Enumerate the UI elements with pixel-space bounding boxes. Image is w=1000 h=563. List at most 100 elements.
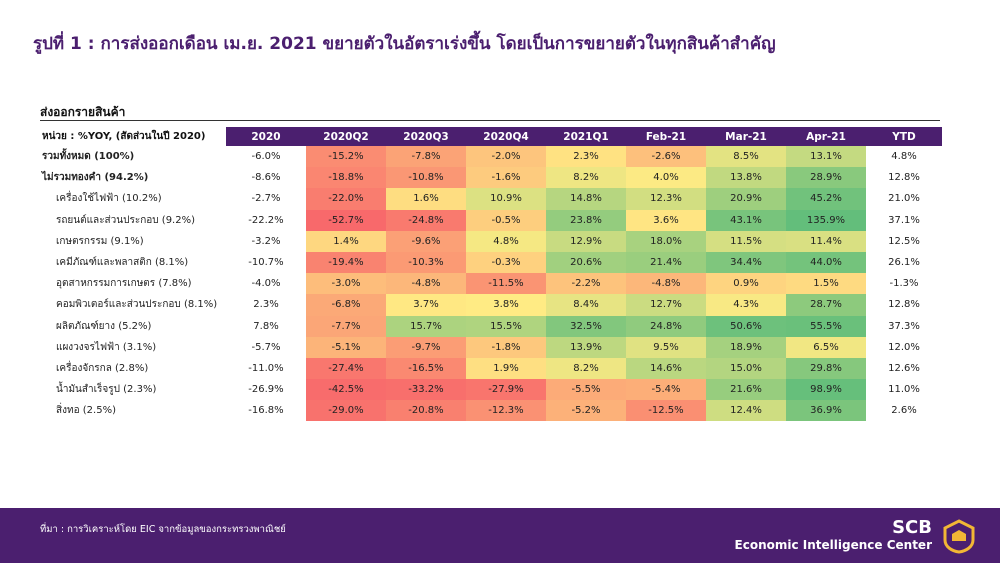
table-cell: 4.8% <box>466 230 546 252</box>
table-cell: 12.3% <box>626 188 706 210</box>
table-cell: 9.5% <box>626 336 706 358</box>
table-cell: 18.9% <box>706 336 786 358</box>
table-body: รวมทั้งหมด (100%) -6.0% -15.2% -7.8% -2.0% 2.… <box>40 146 942 422</box>
table-row: ผลิตภัณฑ์ยาง (5.2%) 7.8% -7.7% 15.7% 15.5% 32… <box>40 315 942 337</box>
table-cell: -26.9% <box>226 379 306 401</box>
table-cell: 4.3% <box>706 294 786 316</box>
table-cell: 98.9% <box>786 379 866 401</box>
table-row: อุตสาหกรรมการเกษตร (7.8%) -4.0% -3.0% -4.8%… <box>40 273 942 295</box>
row-label: รวมทั้งหมด (100%) <box>42 151 135 163</box>
table-cell: 135.9% <box>786 209 866 231</box>
table-row: ไม่รวมทองคำ (94.2%) -8.6% -18.8% -10.8% -1.6… <box>40 167 942 189</box>
column-header: 2020 <box>226 127 306 146</box>
table-cell: 50.6% <box>706 315 786 337</box>
table-cell: 43.1% <box>706 209 786 231</box>
table-row: น้ำมันสำเร็จรูป (2.3%) -26.9% -42.5% -33.2%… <box>40 379 942 401</box>
table-cell: 1.4% <box>306 230 386 252</box>
table-cell: 1.6% <box>386 188 466 210</box>
column-header: YTD <box>866 127 942 146</box>
table-cell: 21.6% <box>706 379 786 401</box>
table-cell: -5.1% <box>306 336 386 358</box>
table-cell: -16.8% <box>226 400 306 422</box>
table-cell: -7.7% <box>306 315 386 337</box>
table-cell: 12.4% <box>706 400 786 422</box>
table-cell: 20.6% <box>546 251 626 274</box>
table-cell: 12.6% <box>866 357 942 380</box>
table-cell: -0.3% <box>466 251 546 274</box>
table-cell: -33.2% <box>386 379 466 401</box>
table-cell: 12.0% <box>866 336 942 358</box>
table-cell: 36.9% <box>786 400 866 422</box>
table-cell: -29.0% <box>306 400 386 422</box>
table-cell: 8.5% <box>706 146 786 168</box>
table-cell: -20.8% <box>386 400 466 422</box>
table-cell: -4.8% <box>386 273 466 295</box>
table-header-row: หน่วย : %YOY, (สัดส่วนในปี 2020) 2020 20… <box>40 127 942 146</box>
table-cell: -16.5% <box>386 357 466 380</box>
table-cell: -2.7% <box>226 188 306 210</box>
row-label: เครื่องใช้ไฟฟ้า (10.2%) <box>56 193 162 205</box>
row-label: เครื่องจักรกล (2.8%) <box>56 362 149 374</box>
table-cell: -8.6% <box>226 167 306 189</box>
table-cell: -1.8% <box>466 336 546 358</box>
table-cell: 8.2% <box>546 357 626 380</box>
table-cell: -12.3% <box>466 400 546 422</box>
table-cell: -5.7% <box>226 336 306 358</box>
row-label: อุตสาหกรรมการเกษตร (7.8%) <box>56 278 192 290</box>
table-cell: -19.4% <box>306 251 386 274</box>
table-cell: 13.8% <box>706 167 786 189</box>
table-cell: 29.8% <box>786 357 866 380</box>
table-cell: -22.2% <box>226 209 306 231</box>
table-cell: -42.5% <box>306 379 386 401</box>
table-cell: 37.3% <box>866 315 942 337</box>
row-label: น้ำมันสำเร็จรูป (2.3%) <box>56 384 157 396</box>
table-cell: 28.9% <box>786 167 866 189</box>
column-header: 2020Q2 <box>306 127 386 146</box>
column-header: Feb-21 <box>626 127 706 146</box>
page-title: รูปที่ 1 : การส่งออกเดือน เม.ย. 2021 ขยา… <box>33 34 776 54</box>
table-cell: 3.7% <box>386 294 466 316</box>
table-cell: -15.2% <box>306 146 386 168</box>
table-cell: 15.0% <box>706 357 786 380</box>
table-cell: -4.0% <box>226 273 306 295</box>
table-cell: 13.1% <box>786 146 866 168</box>
table-cell: 34.4% <box>706 251 786 274</box>
table-cell: 8.2% <box>546 167 626 189</box>
brand-name: SCB <box>892 517 932 538</box>
table-cell: 0.9% <box>706 273 786 295</box>
table-cell: -12.5% <box>626 400 706 422</box>
table-cell: -2.2% <box>546 273 626 295</box>
source-note: ที่มา : การวิเคราะห์โดย EIC จากข้อมูลของ… <box>40 524 286 535</box>
row-label: เกษตรกรรม (9.1%) <box>56 235 144 247</box>
table-cell: 12.5% <box>866 230 942 252</box>
table-cell: 28.7% <box>786 294 866 316</box>
table-cell: -7.8% <box>386 146 466 168</box>
table-cell: 2.3% <box>546 146 626 168</box>
table-cell: 45.2% <box>786 188 866 210</box>
table-cell: 11.4% <box>786 230 866 252</box>
table-cell: 26.1% <box>866 251 942 274</box>
table-cell: -5.5% <box>546 379 626 401</box>
table-cell: 1.5% <box>786 273 866 295</box>
row-label: ผลิตภัณฑ์ยาง (5.2%) <box>56 320 152 332</box>
table-subtitle: ส่งออกรายสินค้า <box>40 105 126 119</box>
table-cell: 15.5% <box>466 315 546 337</box>
table-cell: 15.7% <box>386 315 466 337</box>
table-row: แผงวงจรไฟฟ้า (3.1%) -5.7% -5.1% -9.7% -1.8% 1… <box>40 336 942 358</box>
table-cell: 44.0% <box>786 251 866 274</box>
table-cell: -27.4% <box>306 357 386 380</box>
title-divider <box>40 120 940 121</box>
unit-name: Economic Intelligence Center <box>734 538 932 552</box>
row-label: ไม่รวมทองคำ (94.2%) <box>42 172 149 184</box>
table-row: เครื่องจักรกล (2.8%) -11.0% -27.4% -16.5% 1.… <box>40 357 942 380</box>
table-cell: -10.3% <box>386 251 466 274</box>
table-cell: 2.3% <box>226 294 306 316</box>
table-cell: -2.6% <box>626 146 706 168</box>
table-cell: 12.7% <box>626 294 706 316</box>
scb-shield-logo-icon <box>943 519 975 554</box>
table-cell: 14.6% <box>626 357 706 380</box>
table-cell: 11.0% <box>866 379 942 401</box>
table-row: เคมีภัณฑ์และพลาสติก (8.1%) -10.7% -19.4% -1… <box>40 251 942 274</box>
table-cell: 13.9% <box>546 336 626 358</box>
column-header: 2021Q1 <box>546 127 626 146</box>
